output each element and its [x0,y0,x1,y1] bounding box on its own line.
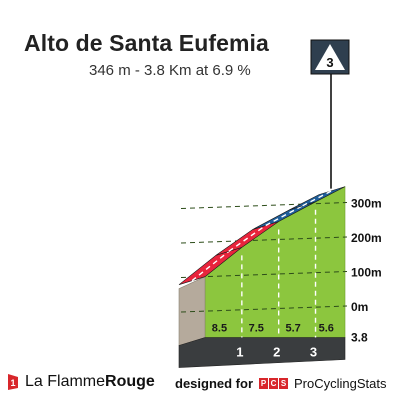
flame-flag-icon: 1 [8,374,18,390]
climb-title: Alto de Santa Eufemia [24,30,269,56]
pcs-letter-s: S [279,378,289,389]
road-centerline-4 [302,190,333,207]
y-tick-label: 100m [351,266,382,280]
brand-name: La FlammeRouge [25,373,155,390]
elevation-profile-chart: 0m 100m 200m 300m 1 2 3 3.8 8.5 7.5 5.7 5.6 3 [178,39,382,368]
distance-base-bar [178,337,346,368]
svg-text:1: 1 [10,378,15,388]
y-tick-label: 200m [351,231,382,245]
grid-line-200m [180,236,348,244]
km-marker-label: 2 [273,345,280,360]
footer: 1 La FlammeRouge designed for P C S ProC… [0,372,405,398]
segment-gradient-label: 8.5 [212,323,227,335]
segment-gradient-label: 7.5 [249,323,264,335]
end-distance-label: 3.8 [351,331,368,345]
category-number: 3 [326,55,333,70]
designed-for-label: designed for [175,376,254,391]
segment-gradient-label: 5.7 [285,323,300,335]
pcs-letter-p: P [259,378,269,389]
category-triangle-icon [315,44,345,70]
la-flamme-rouge-logo: 1 La FlammeRouge [6,373,155,391]
road-centerline-3 [265,205,303,227]
segment-gradient-label: 5.6 [319,323,334,335]
y-tick-label: 300m [351,197,382,211]
km-marker-label: 1 [236,345,243,360]
y-tick-label: 0m [351,300,368,314]
procyclingstats-name: ProCyclingStats [294,376,387,391]
road-centerline-1 [191,250,230,282]
grid-line-0m [180,305,348,313]
pcs-logo-icon: P C S [259,378,289,389]
road-segment-4 [289,186,346,211]
credits: designed for P C S ProCyclingStats [175,376,387,391]
km-marker-label: 3 [310,345,317,360]
road-centerline-2 [228,224,267,252]
grid-line-300m [180,202,348,209]
profile-fill [204,186,346,338]
grid-line-100m [180,271,348,278]
pcs-letter-c: C [269,378,279,389]
climb-subtitle: 346 m - 3.8 Km at 6.9 % [89,62,251,79]
